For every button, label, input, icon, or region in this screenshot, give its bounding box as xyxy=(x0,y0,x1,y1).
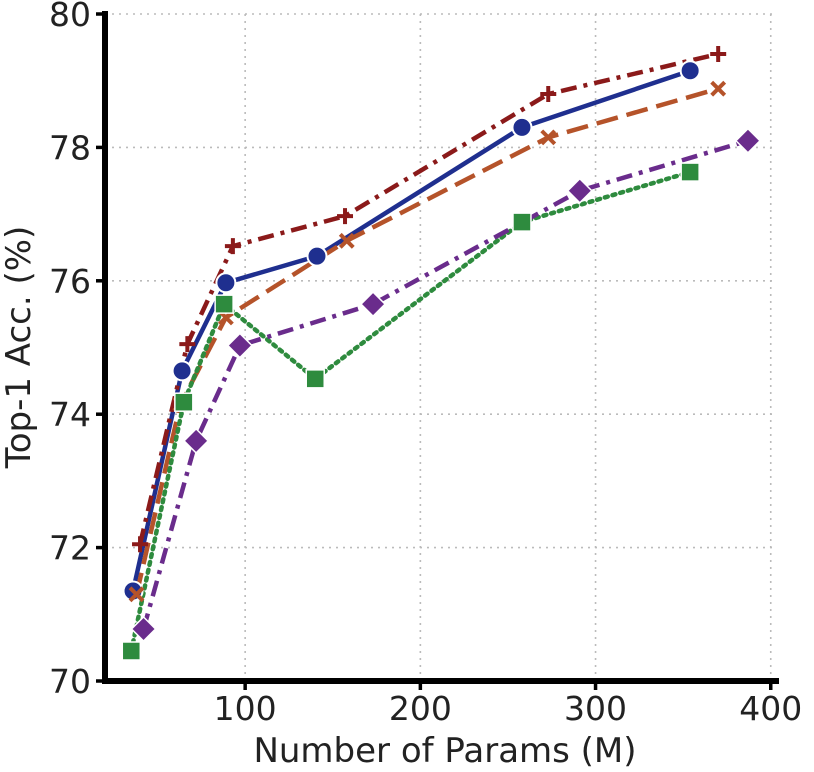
data-point-circle xyxy=(171,360,193,382)
data-point-diamond xyxy=(359,291,387,318)
x-axis-title: Number of Params (M) xyxy=(253,731,636,771)
series-lines xyxy=(129,51,749,654)
data-point-circle xyxy=(215,272,237,294)
y-tick-label: 70 xyxy=(49,662,91,701)
data-point-plus xyxy=(132,536,149,553)
data-point-plus xyxy=(224,238,241,255)
data-point-x xyxy=(128,586,145,603)
data-point-plus xyxy=(710,46,727,63)
data-point-plus xyxy=(540,86,557,103)
data-point-x xyxy=(540,129,557,146)
data-point-x xyxy=(338,232,355,249)
y-tick-label: 74 xyxy=(49,395,91,434)
data-point-circle xyxy=(679,60,701,82)
data-point-diamond xyxy=(566,177,593,204)
data-point-square xyxy=(174,392,194,412)
x-tick-label: 100 xyxy=(214,689,277,728)
axes xyxy=(102,11,779,684)
series-line-1 xyxy=(130,68,691,592)
series-markers xyxy=(121,46,762,661)
series-line-4 xyxy=(129,169,693,654)
data-point-circle xyxy=(306,245,328,267)
y-tick-label: 78 xyxy=(49,128,91,167)
data-point-square xyxy=(121,641,142,661)
y-axis-title: Top-1 Acc. (%) xyxy=(0,226,39,470)
series-line-3 xyxy=(134,86,719,595)
data-point-x xyxy=(710,80,727,97)
data-point-diamond xyxy=(734,127,762,154)
x-tick-label: 400 xyxy=(739,689,802,728)
data-point-plus xyxy=(337,208,354,225)
series-line-5 xyxy=(141,138,749,630)
ticks: 100 200 300 400 70 72 74 76 78 80 xyxy=(49,0,802,728)
y-tick-label: 76 xyxy=(49,262,91,301)
data-point-diamond xyxy=(226,332,253,359)
data-point-square xyxy=(680,162,700,182)
x-tick-label: 200 xyxy=(389,689,452,728)
data-point-square xyxy=(512,212,532,232)
y-tick-label: 72 xyxy=(49,529,91,568)
data-point-circle xyxy=(511,116,533,138)
y-tick-label: 80 xyxy=(49,0,91,34)
data-point-diamond xyxy=(130,615,157,643)
data-point-square xyxy=(305,369,325,389)
data-point-plus xyxy=(179,336,196,353)
data-point-square xyxy=(214,294,234,314)
data-point-diamond xyxy=(183,427,210,454)
x-tick-label: 300 xyxy=(564,689,627,728)
